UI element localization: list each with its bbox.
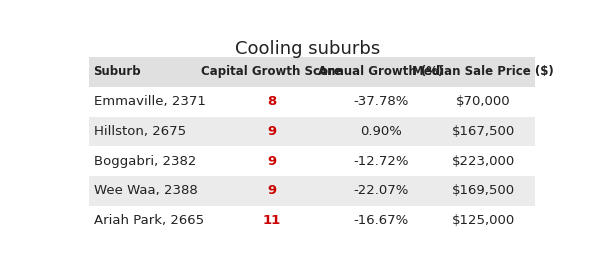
Text: 9: 9 (267, 125, 276, 138)
Text: Boggabri, 2382: Boggabri, 2382 (94, 155, 196, 168)
Text: $125,000: $125,000 (451, 214, 515, 227)
Text: $169,500: $169,500 (451, 184, 515, 197)
Text: $167,500: $167,500 (451, 125, 515, 138)
Text: Capital Growth Score: Capital Growth Score (201, 65, 342, 79)
Text: Ariah Park, 2665: Ariah Park, 2665 (94, 214, 204, 227)
Text: 9: 9 (267, 155, 276, 168)
Text: -37.78%: -37.78% (353, 95, 409, 108)
Bar (89, 176, 535, 206)
Text: Median Sale Price ($): Median Sale Price ($) (412, 65, 554, 79)
Text: Hillston, 2675: Hillston, 2675 (94, 125, 186, 138)
Text: Emmaville, 2371: Emmaville, 2371 (94, 95, 205, 108)
Text: $223,000: $223,000 (451, 155, 515, 168)
Text: Suburb: Suburb (94, 65, 141, 79)
Bar (89, 146, 535, 176)
Text: Annual Growth (%): Annual Growth (%) (318, 65, 443, 79)
Bar (89, 57, 535, 87)
Text: $70,000: $70,000 (456, 95, 511, 108)
Bar (89, 206, 535, 235)
Text: -12.72%: -12.72% (353, 155, 409, 168)
Text: Cooling suburbs: Cooling suburbs (235, 40, 380, 58)
Bar (89, 116, 535, 146)
Text: Wee Waa, 2388: Wee Waa, 2388 (94, 184, 197, 197)
Bar (89, 87, 535, 116)
Text: 9: 9 (267, 184, 276, 197)
Text: -22.07%: -22.07% (353, 184, 409, 197)
Text: 0.90%: 0.90% (360, 125, 401, 138)
Text: 11: 11 (262, 214, 281, 227)
Text: -16.67%: -16.67% (353, 214, 409, 227)
Text: 8: 8 (267, 95, 276, 108)
